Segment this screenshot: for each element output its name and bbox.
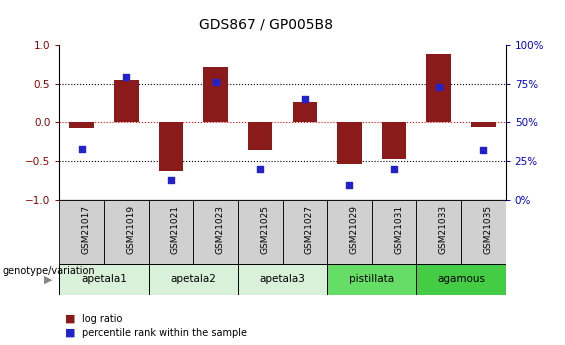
Bar [416, 200, 461, 264]
Bar [59, 264, 149, 295]
Bar [149, 264, 238, 295]
Text: GSM21023: GSM21023 [216, 205, 224, 254]
Bar [238, 200, 282, 264]
Text: apetala3: apetala3 [259, 275, 306, 284]
Bar [114, 80, 138, 122]
Bar [382, 122, 406, 159]
Text: GDS867 / GP005B8: GDS867 / GP005B8 [198, 17, 333, 31]
Text: log ratio: log ratio [82, 314, 122, 324]
Text: apetala1: apetala1 [81, 275, 127, 284]
Point [211, 79, 220, 85]
Bar [471, 122, 496, 127]
Bar [59, 200, 104, 264]
Bar [416, 264, 506, 295]
Bar [427, 54, 451, 122]
Point [390, 166, 399, 172]
Bar [327, 200, 372, 264]
Point [345, 182, 354, 187]
Text: percentile rank within the sample: percentile rank within the sample [82, 328, 247, 338]
Bar [337, 122, 362, 164]
Point [122, 75, 131, 80]
Text: GSM21027: GSM21027 [305, 205, 314, 254]
Text: ■: ■ [65, 328, 76, 338]
Text: GSM21033: GSM21033 [439, 205, 447, 254]
Point [255, 166, 264, 172]
Text: pistillata: pistillata [349, 275, 394, 284]
Bar [238, 264, 327, 295]
Bar [203, 67, 228, 122]
Text: GSM21029: GSM21029 [349, 205, 358, 254]
Point [434, 84, 444, 90]
Bar [193, 200, 238, 264]
Bar [159, 122, 183, 171]
Text: GSM21017: GSM21017 [81, 205, 90, 254]
Text: agamous: agamous [437, 275, 485, 284]
Bar [327, 264, 416, 295]
Bar [461, 200, 506, 264]
Bar [104, 200, 149, 264]
Text: apetala2: apetala2 [170, 275, 216, 284]
Bar [248, 122, 272, 150]
Bar [282, 200, 327, 264]
Text: GSM21021: GSM21021 [171, 205, 180, 254]
Text: ▶: ▶ [44, 275, 53, 284]
Text: genotype/variation: genotype/variation [3, 266, 95, 276]
Text: GSM21035: GSM21035 [484, 205, 492, 254]
Text: GSM21025: GSM21025 [260, 205, 269, 254]
Point [301, 97, 310, 102]
Bar [149, 200, 193, 264]
Text: GSM21019: GSM21019 [127, 205, 135, 254]
Point [167, 177, 176, 183]
Bar [293, 101, 317, 122]
Bar [69, 122, 94, 128]
Text: ■: ■ [65, 314, 76, 324]
Bar [372, 200, 416, 264]
Point [479, 148, 488, 153]
Text: GSM21031: GSM21031 [394, 205, 403, 254]
Point [77, 146, 86, 152]
